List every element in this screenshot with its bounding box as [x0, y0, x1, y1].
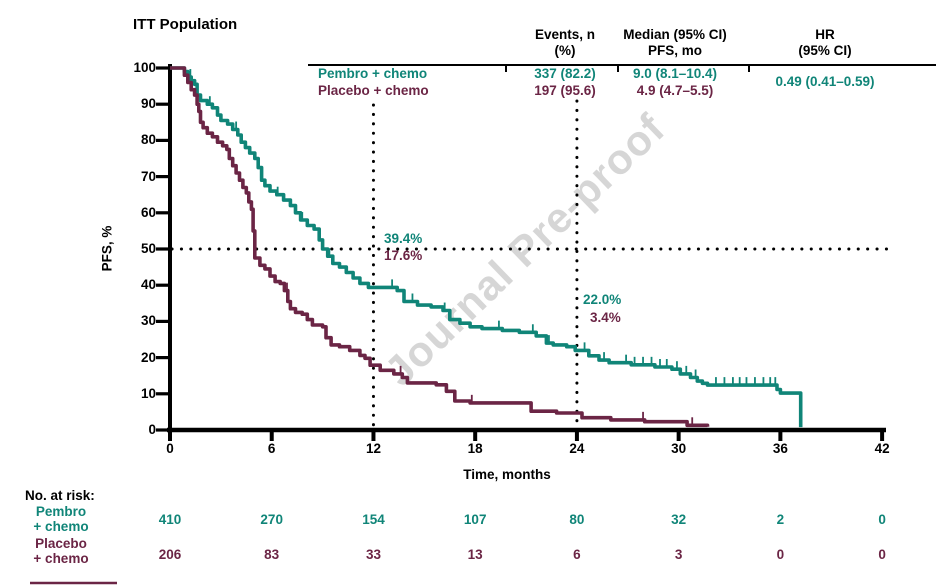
y-tick-label: 80 — [140, 132, 156, 148]
y-tick-label: 50 — [140, 241, 156, 256]
at-risk-count: 410 — [158, 512, 182, 527]
legend-pembro-label: Pembro + chemo — [318, 66, 428, 81]
y-tick-label: 90 — [140, 96, 156, 112]
at-risk-group-label-line1: Placebo — [35, 536, 87, 551]
legend-placebo-label: Placebo + chemo — [318, 83, 429, 98]
y-axis-label: PFS, % — [99, 225, 115, 272]
x-tick-label: 0 — [166, 441, 174, 456]
at-risk-count: 0 — [776, 547, 785, 562]
x-tick-label: 18 — [467, 441, 483, 456]
x-tick-label: 6 — [267, 441, 276, 456]
at-risk-count: 80 — [569, 512, 585, 527]
at-risk-heading: No. at risk: — [25, 488, 95, 503]
at-risk-count: 32 — [671, 512, 687, 527]
at-risk-count: 107 — [463, 512, 487, 527]
x-axis-label: Time, months — [463, 467, 551, 482]
events-column-header-line1: Events, n — [534, 27, 596, 42]
at-risk-count: 0 — [878, 512, 886, 527]
y-tick-label: 100 — [133, 60, 156, 75]
at-risk-count: 0 — [878, 547, 886, 562]
at-risk-count: 2 — [776, 512, 785, 527]
at-risk-count: 154 — [362, 512, 385, 527]
at-risk-count: 13 — [467, 547, 483, 562]
at-risk-group-label-line1: Pembro — [35, 504, 87, 519]
at-risk-group-label-line2: + chemo — [33, 519, 89, 534]
at-risk-count: 270 — [260, 512, 283, 527]
at-risk-count: 33 — [365, 547, 382, 562]
y-tick-label: 10 — [140, 385, 156, 401]
landmark-24mo-placebo: 3.4% — [590, 310, 621, 325]
events-column-header-line2: (%) — [554, 43, 576, 58]
at-risk-count: 6 — [573, 547, 581, 562]
y-tick-label: 20 — [140, 349, 156, 365]
hr-column-header-line2: (95% CI) — [798, 43, 852, 58]
median-column-header-line2: PFS, mo — [647, 43, 702, 58]
landmark-12mo-pembro: 39.4% — [384, 231, 423, 246]
hr-column-header-line1: HR — [815, 27, 835, 42]
y-tick-label: 30 — [140, 313, 156, 329]
x-tick-label: 42 — [874, 441, 890, 456]
at-risk-count: 83 — [264, 547, 280, 562]
landmark-12mo-placebo: 17.6% — [384, 248, 423, 263]
x-tick-label: 12 — [365, 441, 382, 456]
y-tick-label: 40 — [140, 277, 156, 293]
summary-table-header-rule — [308, 64, 936, 66]
at-risk-count: 206 — [158, 547, 182, 562]
x-tick-label: 24 — [569, 441, 585, 456]
y-tick-label: 60 — [140, 204, 156, 220]
x-tick-label: 36 — [772, 441, 788, 456]
landmark-24mo-pembro: 22.0% — [583, 292, 622, 307]
pembro-curve — [170, 66, 803, 428]
hazard-ratio-value: 0.49 (0.41–0.59) — [775, 74, 875, 89]
at-risk-count: 3 — [674, 547, 683, 562]
x-tick-label: 30 — [671, 441, 687, 456]
figure-title: ITT Population — [133, 16, 238, 33]
y-tick-label: 0 — [148, 422, 156, 437]
y-tick-label: 70 — [140, 168, 156, 184]
median-column-header-line1: Median (95% CI) — [623, 27, 727, 42]
at-risk-group-label-line2: + chemo — [33, 551, 89, 566]
